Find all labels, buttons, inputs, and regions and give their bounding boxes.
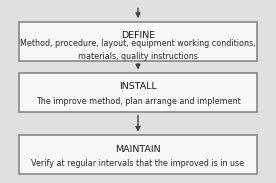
Text: Method, procedure, layout, equipment working conditions,
materials, quality inst: Method, procedure, layout, equipment wor…: [20, 39, 256, 61]
Text: The improve method, plan arrange and implement: The improve method, plan arrange and imp…: [36, 97, 240, 106]
FancyBboxPatch shape: [19, 73, 257, 112]
FancyBboxPatch shape: [19, 135, 257, 174]
Text: DEFINE: DEFINE: [121, 31, 155, 40]
FancyBboxPatch shape: [19, 21, 257, 61]
Text: MAINTAIN: MAINTAIN: [115, 145, 161, 154]
Text: INSTALL: INSTALL: [119, 82, 157, 92]
Text: Verify at regular intervals that the improved is in use: Verify at regular intervals that the imp…: [31, 159, 245, 168]
